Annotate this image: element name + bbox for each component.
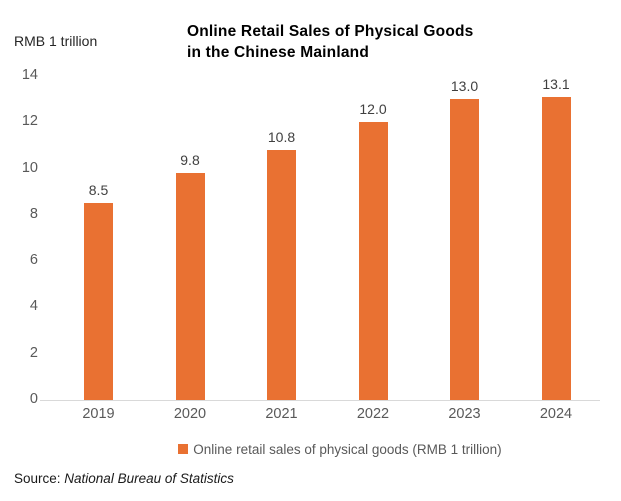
y-axis-label-10: 10 [21,159,38,176]
bar-2024 [541,97,571,400]
bar-2022 [358,122,388,400]
x-axis-label-2024: 2024 [539,406,573,422]
legend: Online retail sales of physical goods (R… [60,440,620,458]
y-axis-label-2: 2 [29,344,38,361]
x-axis-label-2021: 2021 [265,406,298,422]
bar-value-label-2021: 10.8 [267,129,296,145]
source-name: National Bureau of Statistics [64,471,234,486]
bar-value-label-2024: 13.1 [542,76,570,92]
y-axis-label-4: 4 [29,298,38,315]
x-axis-label-2020: 2020 [173,406,207,422]
bar-value-label-2019: 8.5 [88,182,109,198]
bar-value-label-2023: 13.0 [450,78,479,94]
legend-label: Online retail sales of physical goods (R… [193,441,502,457]
y-axis-unit-label: RMB 1 trillion [14,33,98,49]
y-axis-label-0: 0 [29,391,38,407]
x-axis: 2019 2020 2021 2022 2023 2024 [45,406,600,426]
chart-title-line2: in the Chinese Mainland [187,44,370,61]
chart-title-line1: Online Retail Sales of Physical Goods [187,23,474,40]
y-axis-label-12: 12 [21,113,38,130]
x-axis-line [40,400,600,401]
bar-value-label-2022: 12.0 [359,101,387,117]
y-axis-label-6: 6 [29,252,38,269]
legend-swatch-icon [178,444,189,454]
plot-area: 8.5 9.8 10.8 12.0 13.0 13.1 [45,76,600,400]
bar-2019 [84,203,113,400]
source-line: Source: National Bureau of Statistics [14,471,234,486]
bar-2021 [267,150,296,400]
x-axis-label-2022: 2022 [356,406,390,422]
y-axis-label-8: 8 [29,205,38,222]
x-axis-label-2023: 2023 [448,406,481,422]
chart-title: Online Retail Sales of Physical Goods in… [187,21,473,63]
source-prefix: Source: [14,471,65,486]
bar-value-label-2020: 9.8 [180,152,200,168]
x-axis-label-2019: 2019 [82,406,115,422]
y-axis-label-14: 14 [21,67,38,83]
bar-2020 [175,173,205,400]
bar-2023 [450,99,479,400]
